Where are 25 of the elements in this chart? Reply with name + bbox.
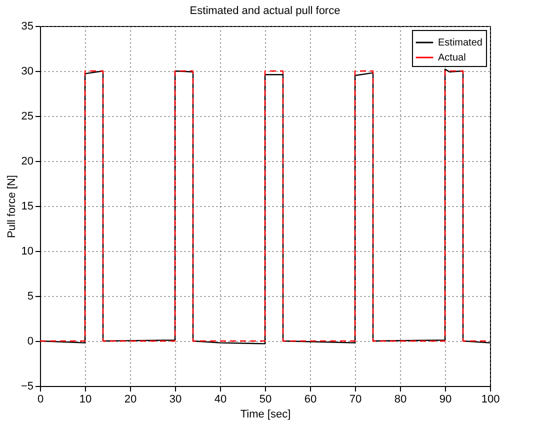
x-tick-label: 50 [259, 394, 272, 406]
x-tick-label: 40 [214, 394, 227, 406]
x-tick-label: 20 [124, 394, 137, 406]
y-tick-label: 30 [21, 66, 34, 78]
chart-title: Estimated and actual pull force [190, 5, 340, 17]
x-tick-label: 100 [481, 394, 500, 406]
y-tick-label: 10 [21, 246, 34, 258]
y-tick-label: 5 [27, 290, 34, 302]
legend-label: Actual [438, 52, 466, 64]
y-tick-label: −5 [20, 380, 34, 392]
x-tick-label: 90 [439, 394, 452, 406]
x-tick-label: 30 [169, 394, 182, 406]
y-tick-label: 0 [27, 336, 34, 348]
x-tick-label: 70 [349, 394, 362, 406]
x-tick-label: 0 [37, 394, 44, 406]
y-tick-label: 25 [21, 110, 34, 122]
y-tick-label: 15 [21, 200, 34, 212]
x-tick-label: 80 [394, 394, 407, 406]
y-tick-label: 20 [21, 156, 34, 168]
x-tick-label: 60 [304, 394, 317, 406]
x-tick-label: 10 [79, 394, 92, 406]
x-axis-title: Time [sec] [240, 408, 291, 420]
y-axis-title: Pull force [N] [6, 175, 18, 238]
y-tick-label: 35 [21, 20, 34, 32]
legend-label: Estimated [438, 38, 482, 48]
